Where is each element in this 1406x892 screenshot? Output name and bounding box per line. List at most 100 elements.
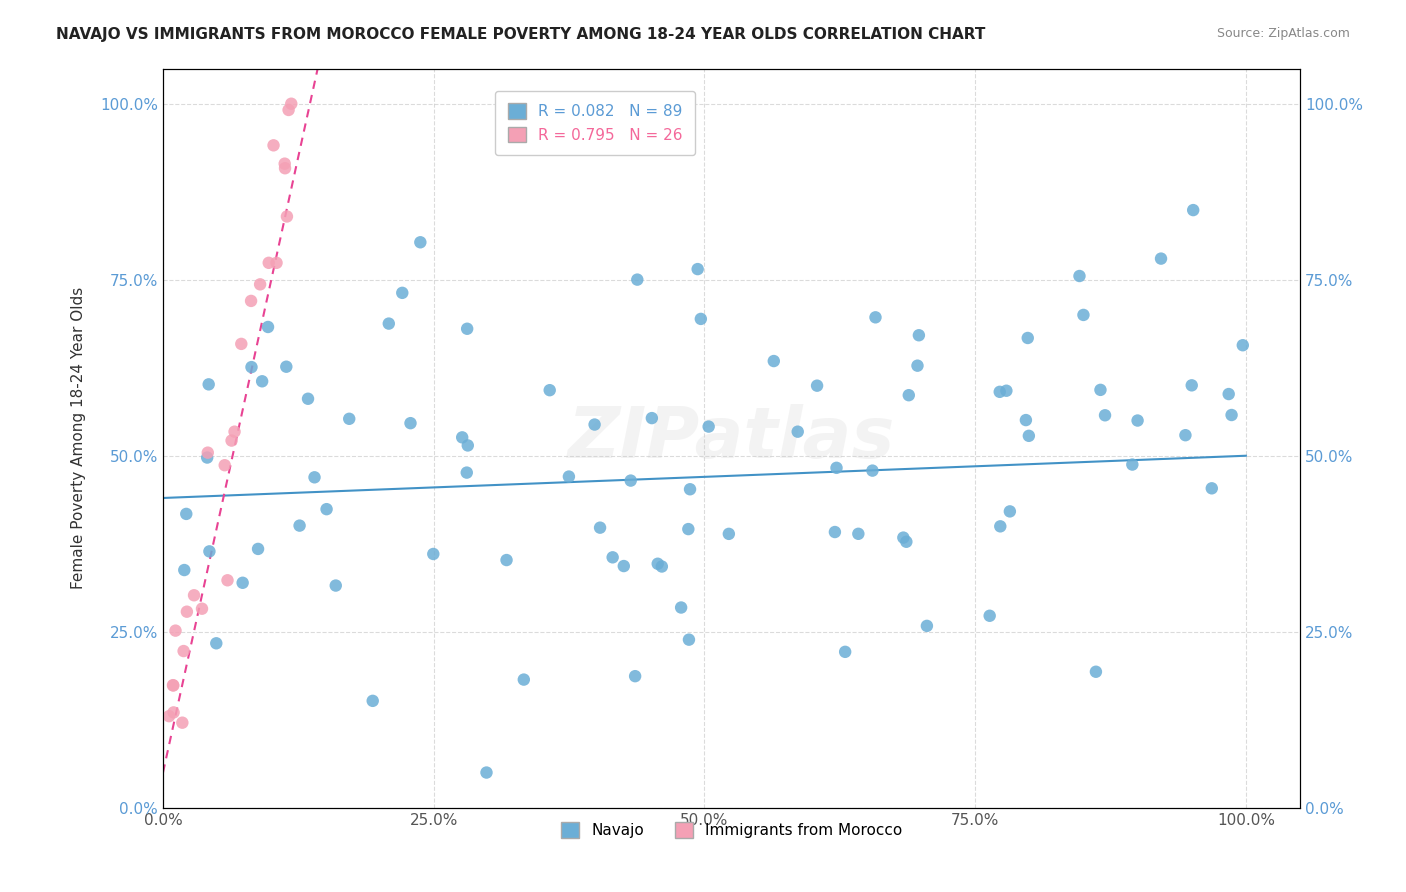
Point xyxy=(613,559,636,574)
Point xyxy=(583,417,606,432)
Point xyxy=(276,359,298,374)
Point xyxy=(641,411,664,425)
Text: Source: ZipAtlas.com: Source: ZipAtlas.com xyxy=(1216,27,1350,40)
Point xyxy=(589,521,612,535)
Point xyxy=(157,709,180,723)
Point xyxy=(162,678,184,692)
Point xyxy=(1084,665,1107,679)
Point xyxy=(198,544,221,558)
Point xyxy=(995,384,1018,398)
Point xyxy=(689,312,711,326)
Point xyxy=(1069,268,1091,283)
Point xyxy=(217,574,239,588)
Point xyxy=(399,416,422,430)
Point xyxy=(276,210,298,224)
Point xyxy=(263,138,285,153)
Point xyxy=(165,624,187,638)
Point xyxy=(191,601,214,615)
Point xyxy=(475,765,498,780)
Point xyxy=(232,575,254,590)
Point xyxy=(221,434,243,448)
Point xyxy=(651,559,673,574)
Point xyxy=(162,679,184,693)
Point xyxy=(337,412,360,426)
Point xyxy=(451,430,474,444)
Point xyxy=(979,608,1001,623)
Point xyxy=(173,644,195,658)
Point xyxy=(172,715,194,730)
Point xyxy=(224,425,246,439)
Point xyxy=(457,438,479,452)
Point xyxy=(240,360,263,375)
Point xyxy=(626,272,648,286)
Point xyxy=(862,464,884,478)
Point xyxy=(896,534,918,549)
Point xyxy=(315,502,337,516)
Point xyxy=(197,445,219,459)
Point xyxy=(214,458,236,473)
Point xyxy=(1220,408,1243,422)
Point xyxy=(624,669,647,683)
Point xyxy=(891,531,914,545)
Point xyxy=(1174,428,1197,442)
Point xyxy=(1094,409,1116,423)
Point xyxy=(304,470,326,484)
Point xyxy=(247,541,270,556)
Point xyxy=(998,504,1021,518)
Point xyxy=(897,388,920,402)
Point xyxy=(183,588,205,602)
Point xyxy=(908,328,931,343)
Point xyxy=(717,527,740,541)
Point xyxy=(915,619,938,633)
Text: NAVAJO VS IMMIGRANTS FROM MOROCCO FEMALE POVERTY AMONG 18-24 YEAR OLDS CORRELATI: NAVAJO VS IMMIGRANTS FROM MOROCCO FEMALE… xyxy=(56,27,986,42)
Point xyxy=(1232,338,1254,352)
Point xyxy=(1126,413,1149,427)
Point xyxy=(1201,481,1223,495)
Legend: Navajo, Immigrants from Morocco: Navajo, Immigrants from Morocco xyxy=(554,816,908,845)
Point xyxy=(361,694,384,708)
Point xyxy=(620,474,643,488)
Point xyxy=(257,320,280,334)
Point xyxy=(297,392,319,406)
Point xyxy=(1090,383,1112,397)
Point xyxy=(273,156,295,170)
Point xyxy=(249,277,271,292)
Point xyxy=(679,482,702,496)
Text: ZIPatlas: ZIPatlas xyxy=(568,404,896,473)
Point xyxy=(538,383,561,397)
Point xyxy=(1017,331,1039,345)
Point xyxy=(176,605,198,619)
Point xyxy=(456,466,478,480)
Point xyxy=(669,600,692,615)
Point xyxy=(280,96,302,111)
Point xyxy=(786,425,808,439)
Point xyxy=(1182,203,1205,218)
Point xyxy=(834,645,856,659)
Point xyxy=(266,256,288,270)
Point xyxy=(602,550,624,565)
Point xyxy=(422,547,444,561)
Point xyxy=(257,256,280,270)
Point xyxy=(162,706,184,720)
Point xyxy=(1018,429,1040,443)
Point xyxy=(274,161,297,176)
Point xyxy=(174,507,197,521)
Point xyxy=(558,469,581,483)
Point xyxy=(824,524,846,539)
Point xyxy=(697,419,720,434)
Point xyxy=(806,378,828,392)
Point xyxy=(1218,387,1240,401)
Y-axis label: Female Poverty Among 18-24 Year Olds: Female Poverty Among 18-24 Year Olds xyxy=(72,287,86,590)
Point xyxy=(513,673,536,687)
Point xyxy=(865,310,887,325)
Point xyxy=(1150,252,1173,266)
Point xyxy=(678,632,700,647)
Point xyxy=(762,354,785,368)
Point xyxy=(250,374,273,388)
Point xyxy=(1073,308,1095,322)
Point xyxy=(231,337,253,351)
Point xyxy=(277,103,299,117)
Point xyxy=(1121,458,1143,472)
Point xyxy=(686,262,709,277)
Point xyxy=(240,293,263,308)
